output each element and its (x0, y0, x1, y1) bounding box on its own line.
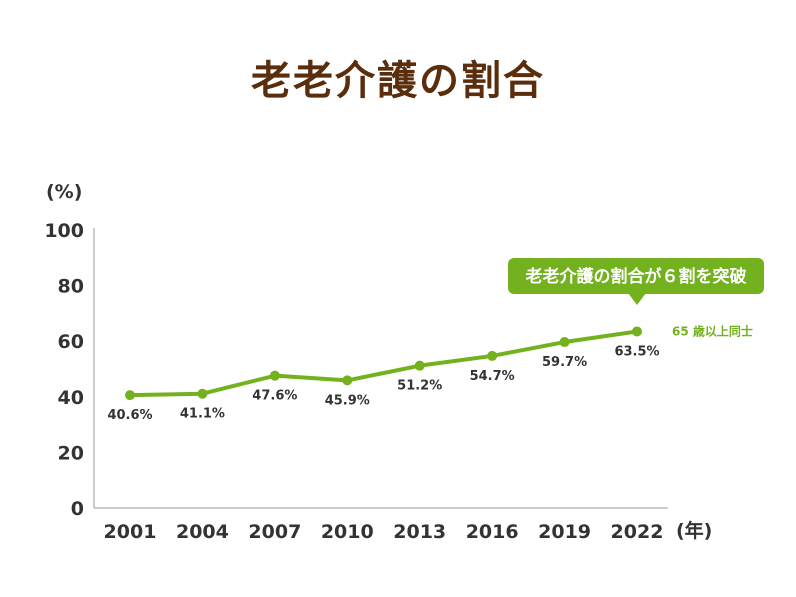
data-label: 63.5% (614, 344, 659, 359)
y-axis-label: (%) (46, 181, 82, 203)
data-point (197, 388, 208, 399)
data-point (632, 326, 642, 337)
y-tick-label: 100 (44, 220, 84, 242)
axis-labels: 0 20 40 60 80 100 (%) 2001 2004 2007 2010 2013 2016 2… (44, 181, 712, 543)
x-tick-label: 2001 (104, 521, 157, 543)
x-tick-label: 2022 (611, 521, 664, 543)
x-tick-label: 2004 (176, 521, 229, 543)
callout-pointer (628, 293, 646, 305)
series-group: 40.6% 41.1% 47.6% 45.9% 51.2% 54.7% 59.7% 63.5%… (107, 323, 752, 423)
y-tick-label: 80 (58, 276, 84, 298)
y-tick-label: 0 (71, 498, 84, 520)
annotation-callout: 老老介護の割合が６割を突破 (508, 258, 764, 305)
y-tick-label: 20 (58, 442, 84, 464)
data-label: 59.7% (542, 355, 587, 370)
x-axis-label: (年) (676, 519, 712, 542)
data-point (487, 350, 498, 361)
data-label: 51.2% (397, 379, 442, 394)
data-label: 54.7% (470, 369, 515, 384)
x-tick-label: 2010 (321, 521, 374, 543)
data-label: 45.9% (325, 393, 370, 408)
y-tick-label: 40 (58, 387, 84, 409)
callout-text: 老老介護の割合が６割を突破 (525, 266, 747, 287)
data-label: 47.6% (252, 389, 297, 404)
data-point (342, 375, 353, 386)
x-tick-label: 2019 (538, 521, 591, 543)
data-point (414, 360, 425, 371)
data-label: 40.6% (107, 408, 152, 423)
x-tick-label: 2013 (393, 521, 446, 543)
axes (93, 228, 668, 509)
series-line (128, 329, 639, 398)
y-tick-label: 60 (58, 331, 84, 353)
data-point (559, 337, 570, 348)
data-label: 41.1% (180, 407, 225, 422)
x-tick-label: 2016 (466, 521, 519, 543)
series-label: 65 歳以上同士 (672, 323, 753, 338)
callout-bubble (508, 258, 764, 294)
chart-title: 老老介護の割合 (251, 58, 545, 104)
x-tick-label: 2007 (248, 521, 301, 543)
data-point (125, 390, 135, 401)
data-point (269, 370, 280, 381)
